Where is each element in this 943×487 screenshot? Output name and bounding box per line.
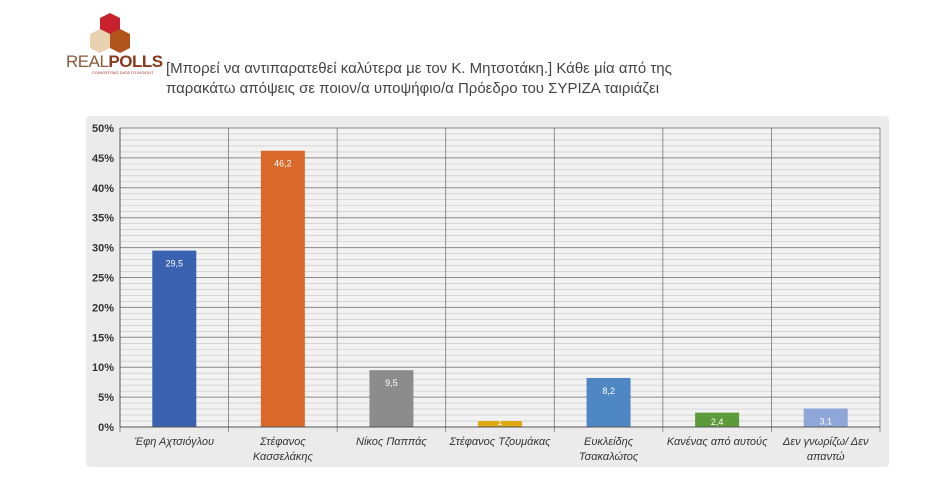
data-label: 1 xyxy=(497,417,502,427)
bar xyxy=(152,250,197,427)
y-tick-label: 50% xyxy=(92,123,114,135)
y-tick-label: 15% xyxy=(92,332,114,344)
category-label: Κανένας από αυτούς xyxy=(667,436,768,448)
category-label: Έφη Αχτσιόγλου xyxy=(134,436,214,448)
bar xyxy=(369,370,414,427)
y-tick-label: 40% xyxy=(92,183,114,195)
category-label: Στέφανος Τζουμάκας xyxy=(449,436,552,448)
data-label: 3,1 xyxy=(819,416,832,426)
y-tick-label: 5% xyxy=(98,392,114,404)
realpolls-logo xyxy=(90,13,130,53)
data-label: 46,2 xyxy=(274,159,292,169)
title-line-2: παρακάτω απόψεις σε ποιον/α υποψήφιο/α Π… xyxy=(166,80,660,97)
bar xyxy=(803,408,848,427)
category-label: απαντώ xyxy=(807,451,845,463)
category-label: Τσακαλώτος xyxy=(579,451,639,463)
logo-text: REALPOLLS xyxy=(66,52,163,71)
category-label: Ευκλείδης xyxy=(584,436,634,448)
y-tick-label: 20% xyxy=(92,302,114,314)
y-tick-label: 30% xyxy=(92,243,114,255)
y-tick-label: 45% xyxy=(92,153,114,165)
bar xyxy=(695,412,740,427)
y-tick-label: 10% xyxy=(92,362,114,374)
logo-tagline: CONVERTING DATA TO INSIGHT xyxy=(92,70,154,75)
category-label: Νίκος Παππάς xyxy=(356,436,427,448)
y-tick-label: 35% xyxy=(92,213,114,225)
y-tick-label: 25% xyxy=(92,273,114,285)
category-label: Στέφανος xyxy=(259,436,306,448)
bar xyxy=(478,421,522,427)
bar xyxy=(586,377,631,427)
data-label: 9,5 xyxy=(385,378,398,388)
category-label: Δεν γνωρίζω/ Δεν xyxy=(782,436,869,448)
data-label: 2,4 xyxy=(711,417,724,427)
y-tick-label: 0% xyxy=(98,422,114,434)
bar xyxy=(260,150,305,427)
chart-title: [Μπορεί να αντιπαρατεθεί καλύτερα με τον… xyxy=(166,59,786,99)
title-line-1: [Μπορεί να αντιπαρατεθεί καλύτερα με τον… xyxy=(166,60,672,77)
category-label: Κασσελάκης xyxy=(253,451,314,463)
data-label: 8,2 xyxy=(602,386,615,396)
data-label: 29,5 xyxy=(166,259,184,269)
